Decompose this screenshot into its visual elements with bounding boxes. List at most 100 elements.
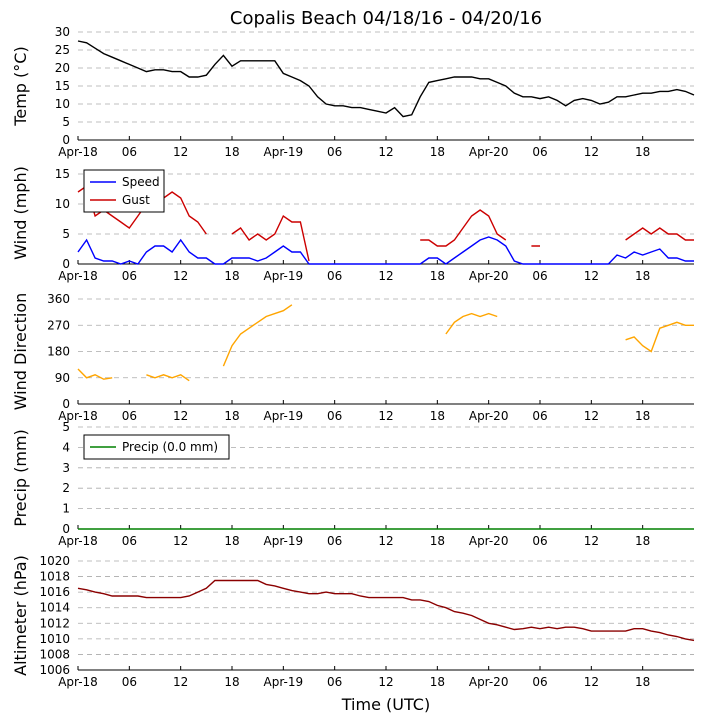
x-tick-label: 18 — [635, 145, 650, 159]
x-tick-label: Apr-18 — [58, 409, 98, 423]
x-tick-label: 12 — [378, 269, 393, 283]
series-line — [77, 579, 695, 642]
y-tick-label: 1008 — [39, 647, 70, 661]
x-tick-label: Apr-18 — [58, 534, 98, 548]
y-tick-label: 1 — [62, 502, 70, 516]
y-tick-label: 5 — [62, 115, 70, 129]
y-tick-label: 2 — [62, 481, 70, 495]
x-tick-label: 06 — [122, 409, 137, 423]
x-tick-label: Apr-19 — [264, 145, 304, 159]
x-tick-label: Apr-19 — [264, 534, 304, 548]
y-axis-label: Wind Direction — [11, 293, 30, 411]
y-tick-label: 1018 — [39, 570, 70, 584]
y-tick-label: 0 — [62, 522, 70, 536]
chart-title: Copalis Beach 04/18/16 - 04/20/16 — [230, 8, 542, 29]
x-tick-label: Apr-20 — [469, 145, 509, 159]
x-tick-label: 18 — [224, 675, 239, 689]
x-tick-label: 12 — [173, 675, 188, 689]
x-tick-label: Apr-18 — [58, 145, 98, 159]
y-tick-label: 5 — [62, 227, 70, 241]
x-tick-label: 12 — [584, 534, 599, 548]
series-line — [77, 304, 694, 382]
legend-label: Precip (0.0 mm) — [122, 440, 218, 454]
x-tick-label: 12 — [173, 145, 188, 159]
x-tick-label: 06 — [327, 145, 342, 159]
x-tick-label: 06 — [122, 675, 137, 689]
y-tick-label: 15 — [55, 167, 70, 181]
x-tick-label: 06 — [122, 534, 137, 548]
y-tick-label: 270 — [47, 318, 70, 332]
x-tick-label: 18 — [635, 675, 650, 689]
x-tick-label: 06 — [122, 145, 137, 159]
x-tick-label: 18 — [635, 269, 650, 283]
x-tick-label: 18 — [430, 675, 445, 689]
x-tick-label: 12 — [378, 675, 393, 689]
x-tick-label: 12 — [584, 409, 599, 423]
y-tick-label: 1010 — [39, 632, 70, 646]
y-axis-label: Precip (mm) — [11, 429, 30, 527]
y-tick-label: 0 — [62, 257, 70, 271]
y-tick-label: 90 — [55, 371, 70, 385]
x-tick-label: 12 — [584, 269, 599, 283]
x-tick-label: 06 — [327, 675, 342, 689]
x-tick-label: Apr-19 — [264, 409, 304, 423]
y-tick-label: 0 — [62, 133, 70, 147]
x-tick-label: 12 — [584, 145, 599, 159]
legend-label: Gust — [122, 193, 150, 207]
x-tick-label: 06 — [532, 675, 547, 689]
x-tick-label: 18 — [224, 145, 239, 159]
x-tick-label: 12 — [173, 534, 188, 548]
x-tick-label: 12 — [173, 269, 188, 283]
x-tick-label: 18 — [224, 534, 239, 548]
x-tick-label: Apr-18 — [58, 675, 98, 689]
x-tick-label: 06 — [532, 534, 547, 548]
legend-label: Speed — [122, 175, 160, 189]
x-tick-label: 18 — [224, 409, 239, 423]
x-tick-label: 06 — [532, 409, 547, 423]
y-tick-label: 1020 — [39, 554, 70, 568]
y-tick-label: 360 — [47, 292, 70, 306]
y-tick-label: 4 — [62, 440, 70, 454]
y-axis-label: Altimeter (hPa) — [11, 555, 30, 676]
x-tick-label: 18 — [635, 409, 650, 423]
y-tick-label: 10 — [55, 197, 70, 211]
x-axis-label: Time (UTC) — [341, 695, 430, 714]
x-tick-label: 06 — [532, 145, 547, 159]
x-tick-label: 18 — [430, 269, 445, 283]
series-line — [77, 236, 694, 265]
y-tick-label: 10 — [55, 97, 70, 111]
x-tick-label: 12 — [378, 534, 393, 548]
y-tick-label: 3 — [62, 461, 70, 475]
x-tick-label: 06 — [327, 409, 342, 423]
x-tick-label: Apr-18 — [58, 269, 98, 283]
series-line — [77, 40, 695, 118]
x-tick-label: 06 — [327, 269, 342, 283]
x-tick-label: 18 — [430, 409, 445, 423]
x-tick-label: 12 — [584, 675, 599, 689]
y-axis-label: Wind (mph) — [11, 166, 30, 260]
x-tick-label: 12 — [173, 409, 188, 423]
y-tick-label: 20 — [55, 61, 70, 75]
y-tick-label: 25 — [55, 43, 70, 57]
x-tick-label: 06 — [327, 534, 342, 548]
y-tick-label: 1006 — [39, 663, 70, 677]
x-tick-label: 18 — [430, 145, 445, 159]
x-tick-label: 12 — [378, 409, 393, 423]
x-tick-label: Apr-19 — [264, 675, 304, 689]
y-tick-label: 1014 — [39, 601, 70, 615]
x-tick-label: Apr-20 — [469, 534, 509, 548]
x-tick-label: Apr-19 — [264, 269, 304, 283]
y-tick-label: 180 — [47, 345, 70, 359]
y-tick-label: 5 — [62, 420, 70, 434]
x-tick-label: 18 — [430, 534, 445, 548]
y-axis-label: Temp (°C) — [11, 46, 30, 126]
x-tick-label: Apr-20 — [469, 269, 509, 283]
x-tick-label: 18 — [635, 534, 650, 548]
y-tick-label: 30 — [55, 25, 70, 39]
y-tick-label: 1012 — [39, 616, 70, 630]
x-tick-label: 06 — [532, 269, 547, 283]
x-tick-label: 12 — [378, 145, 393, 159]
legend-box — [83, 169, 165, 213]
x-tick-label: Apr-20 — [469, 409, 509, 423]
